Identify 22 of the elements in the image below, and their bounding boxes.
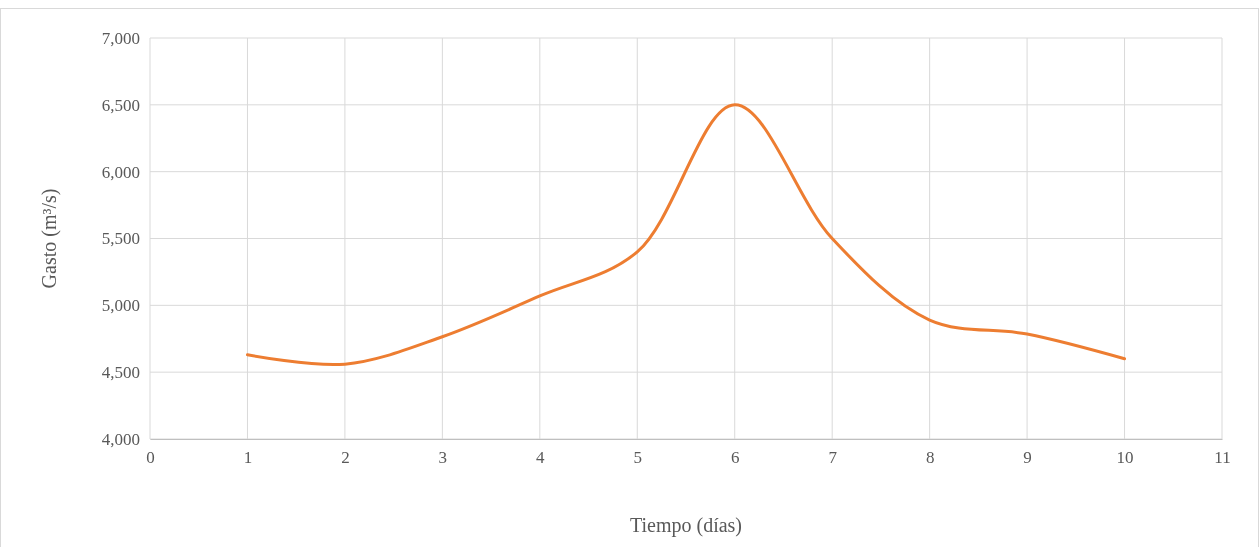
y-tick-label: 5,500 (101, 229, 140, 249)
x-tick-label: 1 (243, 448, 253, 468)
x-tick-label: 4 (536, 448, 546, 468)
x-tick-label: 2 (341, 448, 350, 468)
x-tick-label: 5 (633, 448, 643, 468)
x-tick-label: 11 (1214, 448, 1231, 468)
y-tick-label: 5,000 (101, 296, 140, 316)
x-tick-label: 3 (438, 448, 448, 468)
line-series (245, 103, 1127, 366)
x-axis-title: Tiempo (días) (629, 514, 743, 537)
y-tick-label: 4,000 (101, 429, 140, 449)
x-tick-label: 8 (925, 448, 935, 468)
y-tick-label: 7,000 (101, 28, 140, 48)
y-tick-label: 6,000 (101, 162, 140, 182)
x-tick-label: 0 (146, 448, 155, 468)
x-tick-label: 9 (1023, 448, 1032, 468)
y-axis-title: Gasto (m³/s) (38, 188, 61, 289)
x-tick-label: 6 (730, 448, 740, 468)
y-tick-label: 4,500 (101, 363, 140, 383)
x-tick-label: 7 (828, 448, 838, 468)
x-tick-label: 10 (1116, 448, 1134, 468)
y-tick-label: 6,500 (101, 95, 140, 115)
